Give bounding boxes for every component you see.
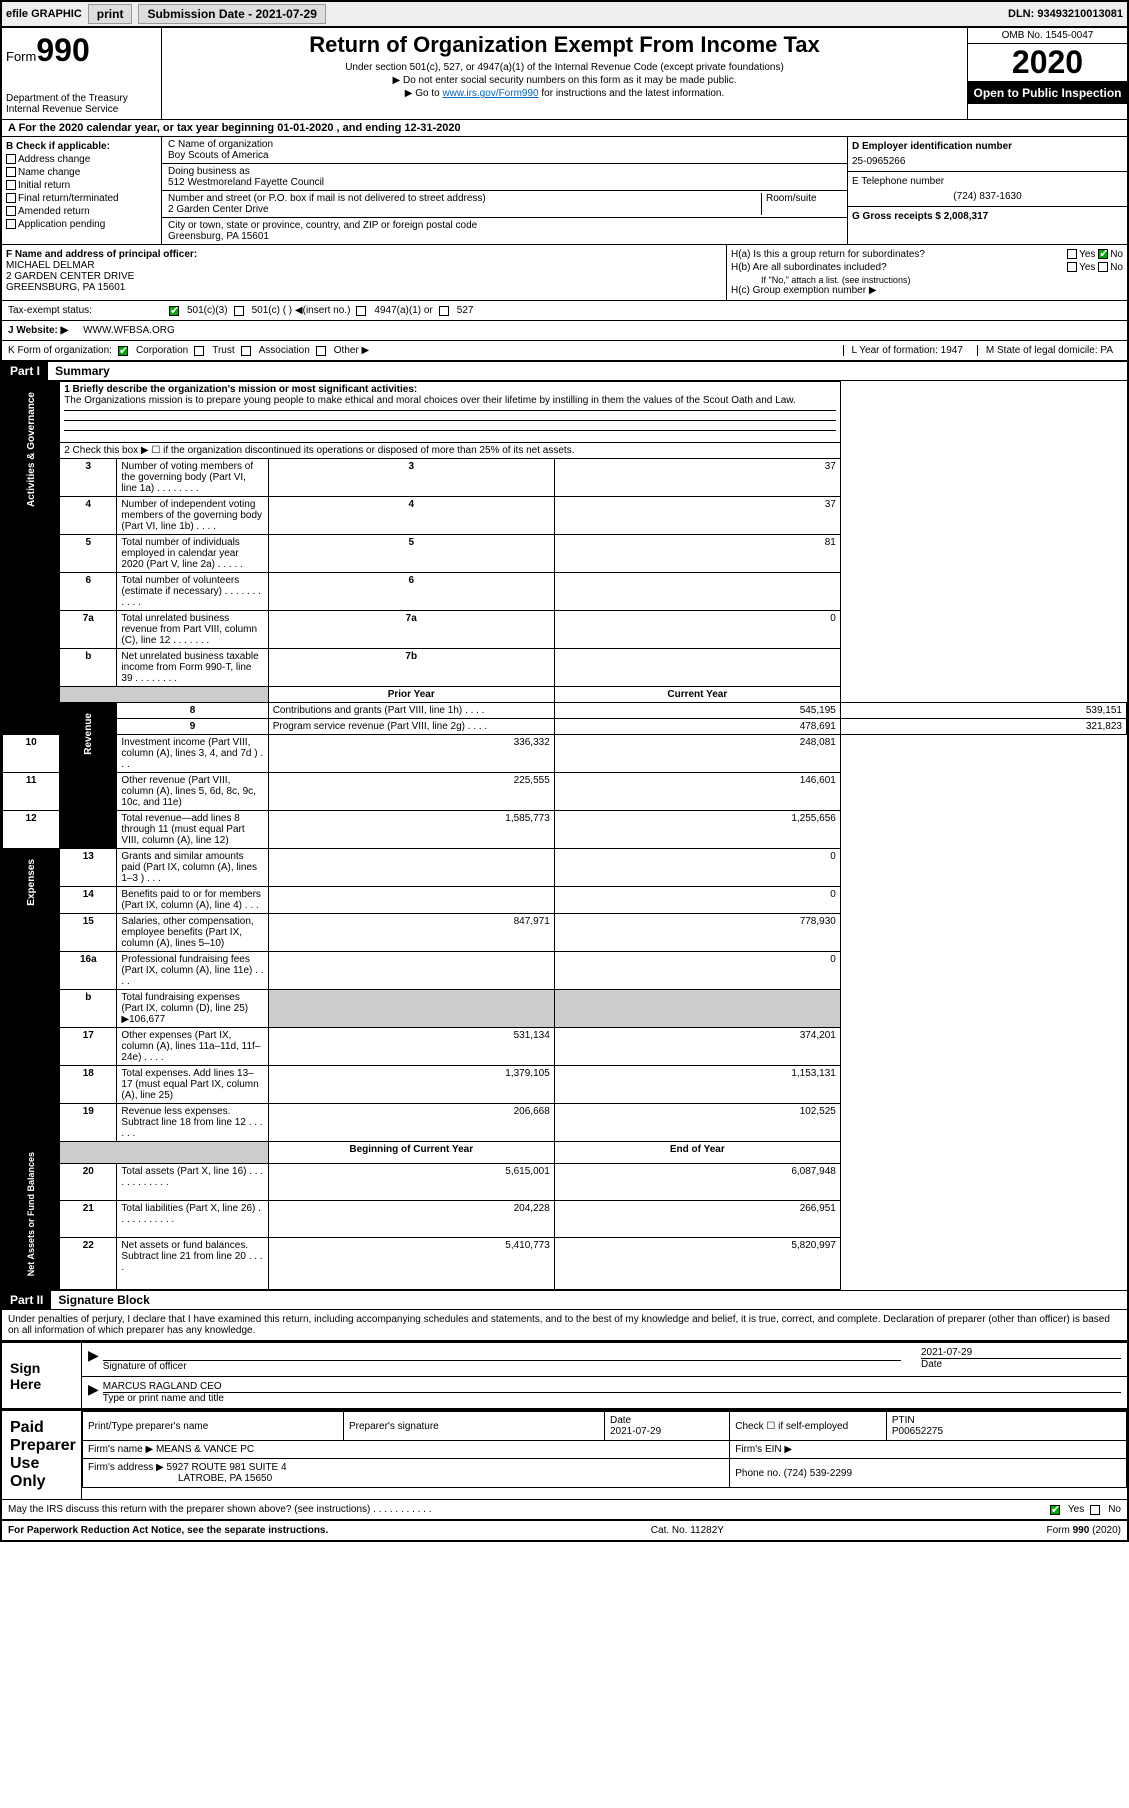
subtitle-2: ▶ Do not enter social security numbers o… <box>166 75 963 86</box>
table-row: 9Program service revenue (Part VIII, lin… <box>3 719 1127 735</box>
table-row: 7aTotal unrelated business revenue from … <box>3 611 1127 649</box>
table-row: 18Total expenses. Add lines 13–17 (must … <box>3 1066 1127 1104</box>
penalties-text: Under penalties of perjury, I declare th… <box>2 1310 1127 1341</box>
top-bar: efile GRAPHIC print Submission Date - 20… <box>0 0 1129 28</box>
instructions-link[interactable]: www.irs.gov/Form990 <box>442 88 538 99</box>
section-d-right: D Employer identification number25-09652… <box>847 137 1127 244</box>
table-row: 14Benefits paid to or for members (Part … <box>3 887 1127 914</box>
public-inspection: Open to Public Inspection <box>968 82 1127 104</box>
section-c-org: C Name of organizationBoy Scouts of Amer… <box>162 137 847 244</box>
website-line: J Website: ▶ WWW.WFBSA.ORG <box>2 321 1127 341</box>
table-row: 10Investment income (Part VIII, column (… <box>3 735 1127 773</box>
tax-exempt-status: Tax-exempt status: 501(c)(3) 501(c) ( ) … <box>2 301 1127 321</box>
table-row: 4Number of independent voting members of… <box>3 497 1127 535</box>
footer: For Paperwork Reduction Act Notice, see … <box>2 1520 1127 1540</box>
table-row: 5Total number of individuals employed in… <box>3 535 1127 573</box>
section-b-checkboxes: B Check if applicable: Address change Na… <box>2 137 162 244</box>
side-revenue: Revenue <box>83 705 94 763</box>
form-990: Form990 Department of the Treasury Inter… <box>0 28 1129 1542</box>
table-row: bTotal fundraising expenses (Part IX, co… <box>3 990 1127 1028</box>
part1-header: Part I Summary <box>2 361 1127 381</box>
submission-date: Submission Date - 2021-07-29 <box>138 4 325 24</box>
tax-year: 2020 <box>968 44 1127 82</box>
dept-treasury: Department of the Treasury <box>6 93 157 104</box>
part1-table: Activities & Governance 1 Briefly descri… <box>2 381 1127 1290</box>
table-row: 17Other expenses (Part IX, column (A), l… <box>3 1028 1127 1066</box>
discuss-line: May the IRS discuss this return with the… <box>2 1500 1127 1520</box>
omb-number: OMB No. 1545-0047 <box>968 28 1127 44</box>
section-f-officer: F Name and address of principal officer:… <box>2 245 727 300</box>
section-h-group: H(a) Is this a group return for subordin… <box>727 245 1127 300</box>
table-row: 12Total revenue—add lines 8 through 11 (… <box>3 811 1127 849</box>
dln: DLN: 93493210013081 <box>1008 8 1123 20</box>
table-row: 11Other revenue (Part VIII, column (A), … <box>3 773 1127 811</box>
subtitle-3: ▶ Go to www.irs.gov/Form990 for instruct… <box>166 88 963 99</box>
subtitle-1: Under section 501(c), 527, or 4947(a)(1)… <box>166 62 963 73</box>
section-a-tax-year: A For the 2020 calendar year, or tax yea… <box>2 120 1127 137</box>
print-button[interactable]: print <box>88 4 133 24</box>
side-activities: Activities & Governance <box>26 384 37 515</box>
table-row: 20Total assets (Part X, line 16) . . . .… <box>3 1163 1127 1200</box>
form-title: Return of Organization Exempt From Incom… <box>166 32 963 58</box>
part2-header: Part II Signature Block <box>2 1290 1127 1310</box>
table-row: 16aProfessional fundraising fees (Part I… <box>3 952 1127 990</box>
efile-label: efile GRAPHIC <box>6 8 82 20</box>
table-row: 21Total liabilities (Part X, line 26) . … <box>3 1201 1127 1238</box>
paid-preparer-section: Paid Preparer Use Only Print/Type prepar… <box>2 1409 1127 1500</box>
table-row: 22Net assets or fund balances. Subtract … <box>3 1238 1127 1290</box>
table-row: 3Number of voting members of the governi… <box>3 459 1127 497</box>
table-row: 6Total number of volunteers (estimate if… <box>3 573 1127 611</box>
side-net-assets: Net Assets or Fund Balances <box>26 1144 36 1284</box>
table-row: 15Salaries, other compensation, employee… <box>3 914 1127 952</box>
form-number: Form990 <box>6 32 157 69</box>
side-expenses: Expenses <box>26 851 37 914</box>
table-row: bNet unrelated business taxable income f… <box>3 649 1127 687</box>
sign-here-section: Sign Here ▶ Signature of officer 2021-07… <box>2 1341 1127 1409</box>
irs-label: Internal Revenue Service <box>6 104 157 115</box>
table-row: 19Revenue less expenses. Subtract line 1… <box>3 1104 1127 1142</box>
form-header: Form990 Department of the Treasury Inter… <box>2 28 1127 120</box>
org-form-line: K Form of organization: Corporation Trus… <box>2 341 1127 361</box>
